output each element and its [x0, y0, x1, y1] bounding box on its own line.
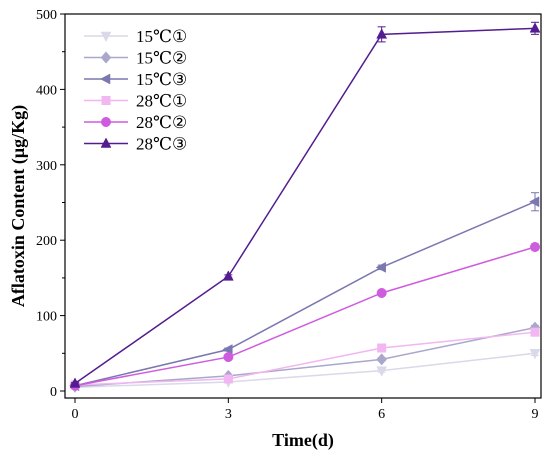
- x-axis-title: Time(d): [272, 430, 334, 451]
- legend-marker: [99, 73, 111, 85]
- legend-marker: [101, 96, 111, 105]
- legend-label: 15℃③: [136, 70, 187, 89]
- data-point: [222, 344, 233, 355]
- series-line: [74, 201, 536, 387]
- data-point: [376, 287, 387, 298]
- y-tick-label: 0: [50, 385, 57, 400]
- legend-item-4: 28℃①: [84, 92, 187, 111]
- legend-label: 15℃①: [136, 27, 187, 46]
- data-point: [377, 343, 387, 353]
- data-point: [376, 366, 388, 377]
- y-tick-label: 100: [36, 310, 57, 325]
- series-line: [74, 27, 536, 385]
- data-point: [223, 352, 234, 363]
- legend-label: 28℃③: [136, 135, 187, 154]
- legend-item-3: 15℃③: [84, 70, 187, 89]
- data-point: [530, 241, 540, 252]
- data-point: [375, 261, 386, 273]
- data-point: [69, 377, 81, 388]
- series-5: [70, 241, 540, 391]
- series-line: [74, 331, 536, 386]
- data-point: [528, 196, 540, 208]
- data-point: [530, 327, 540, 337]
- x-tick-label: 9: [532, 407, 539, 422]
- data-point: [223, 374, 233, 384]
- legend-marker: [100, 137, 112, 148]
- y-tick-label: 500: [36, 8, 57, 23]
- legend-item-2: 15℃②: [84, 49, 187, 68]
- series-line: [74, 326, 536, 388]
- plot-area: [64, 13, 542, 399]
- data-point: [376, 353, 387, 366]
- legend-label: 15℃②: [136, 49, 187, 68]
- y-tick-label: 200: [36, 234, 57, 249]
- data-point: [529, 349, 541, 360]
- y-tick-label: 300: [36, 159, 57, 174]
- x-tick-label: 6: [378, 407, 385, 422]
- legend-item-6: 28℃③: [84, 135, 187, 154]
- series-6: [69, 21, 541, 388]
- plot-border: [64, 13, 542, 399]
- legend-label: 28℃①: [136, 92, 187, 111]
- legend: 15℃① 15℃② 15℃③ 28℃① 28℃② 28℃③: [84, 27, 187, 154]
- legend-label: 28℃②: [136, 113, 187, 132]
- legend-item-1: 15℃①: [84, 27, 187, 46]
- data-point: [376, 28, 388, 39]
- series-line: [74, 246, 536, 387]
- data-point: [222, 270, 234, 281]
- legend-item-5: 28℃②: [84, 113, 187, 132]
- legend-marker: [100, 51, 112, 64]
- axis-ticks: 0 3 6 9 0 100 200 300 400 500: [36, 8, 539, 422]
- y-axis-title: Aflatoxin Content (μg/Kg): [8, 105, 29, 307]
- data-point: [529, 22, 541, 33]
- x-tick-label: 3: [225, 407, 232, 422]
- legend-marker: [100, 31, 112, 43]
- y-tick-label: 400: [36, 83, 57, 98]
- legend-marker: [101, 117, 111, 127]
- series-layer: [68, 21, 541, 394]
- series-line: [74, 352, 536, 388]
- x-tick-label: 0: [72, 407, 79, 422]
